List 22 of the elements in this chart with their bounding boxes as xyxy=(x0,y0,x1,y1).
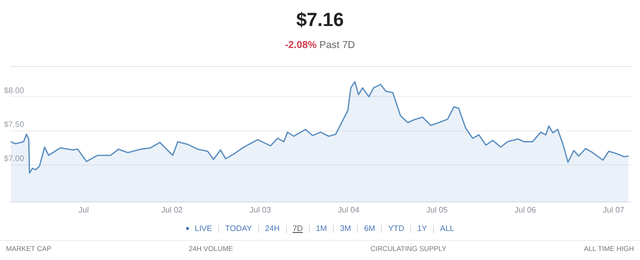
chart-title: $7.16 xyxy=(295,10,345,32)
text: 1M xyxy=(316,224,327,233)
x-tick-label: Jul 04 xyxy=(338,205,360,214)
text: TODAY xyxy=(225,224,252,233)
x-tick-label: Jul 07 xyxy=(602,205,625,214)
text: 24H xyxy=(264,224,280,233)
text: LIVE xyxy=(194,224,212,233)
text: 1Y xyxy=(417,224,428,233)
y-tick-label: $7.00 xyxy=(4,154,25,164)
text: 6M xyxy=(364,224,376,233)
y-tick-label: $8.00 xyxy=(4,86,25,95)
x-tick-label: Jul 05 xyxy=(426,205,448,214)
text: 7D xyxy=(292,224,303,233)
x-tick-label: Jul 06 xyxy=(514,205,536,214)
text: YTD xyxy=(388,224,404,233)
x-tick-label: Jul xyxy=(78,205,89,214)
x-tick-label: Jul 02 xyxy=(161,205,184,214)
text: ALL xyxy=(440,224,454,233)
text: 3M xyxy=(340,224,352,233)
x-tick-label: Jul 03 xyxy=(250,205,272,214)
y-tick-label: $7.50 xyxy=(4,120,25,129)
chart-subtitle: -2.08% Past 7D xyxy=(284,40,356,51)
